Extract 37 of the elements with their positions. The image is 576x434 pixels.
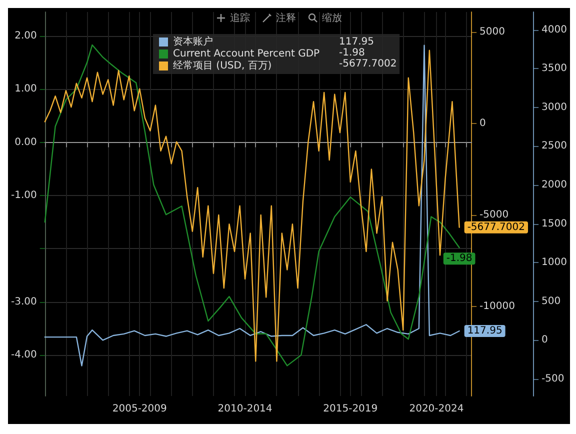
legend-label: 资本账户: [173, 36, 213, 48]
x-tick-label: 2005-2009: [112, 404, 167, 414]
y3-tick-label: 2000: [542, 179, 568, 190]
y-tick-label: 1.00: [14, 84, 37, 95]
y2-tick-label: 0: [480, 118, 486, 130]
legend-label: 经常项目 (USD, 百万): [173, 60, 272, 72]
y-tick-label: -3.00: [11, 296, 37, 308]
y3-tick-label: 1000: [542, 257, 568, 268]
data-label: 117.95: [467, 325, 502, 336]
y-tick-label: -1.00: [11, 190, 37, 201]
y3-tick-label: 0: [542, 334, 548, 346]
x-tick-label: 2020-2024: [409, 404, 464, 414]
y3-tick-label: 2500: [542, 140, 568, 152]
y-tick-label: 2.00: [14, 30, 37, 42]
y3-tick-label: 4000: [542, 24, 568, 36]
y3-tick-label: 3500: [542, 63, 568, 74]
annotation: 追踪: [230, 12, 250, 25]
x-tick-label: 2015-2019: [323, 404, 378, 414]
y-tick-label: 0.00: [14, 136, 37, 148]
y2-tick-label: 5000: [480, 26, 506, 38]
text: -1.98: [339, 48, 365, 58]
y-tick-label: -4.00: [11, 350, 37, 361]
y3-tick-label: 3000: [542, 102, 568, 113]
y3-tick-label: 500: [542, 296, 561, 307]
data-label: -5677.7002: [467, 222, 526, 233]
x-tick-label: 2010-2014: [218, 404, 272, 414]
annotation: 缩放: [322, 12, 342, 25]
toolbar: 追踪 注释 缩放: [208, 10, 358, 26]
y2-tick-label: -10000: [480, 300, 515, 312]
y2-tick-label: -5000: [480, 209, 509, 220]
data-label: -1.98: [446, 253, 472, 264]
y3-tick-label: 1500: [542, 218, 568, 230]
legend-label: Current Account Percent GDP: [173, 48, 320, 60]
text: 117.95: [339, 36, 374, 48]
y3-tick-label: -500: [542, 373, 564, 384]
text: -5677.7002: [339, 58, 397, 70]
annotation: 注释: [276, 12, 296, 25]
